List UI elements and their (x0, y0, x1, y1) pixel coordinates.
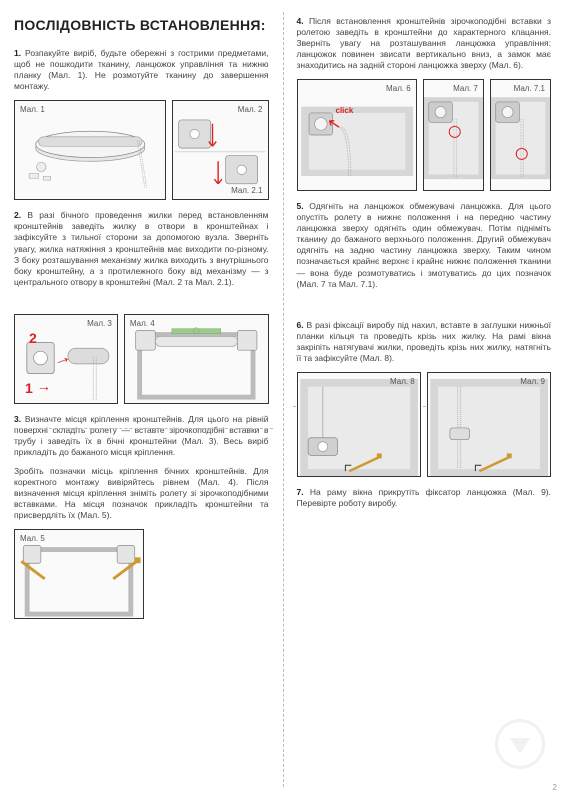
para-1: 1. Розпакуйте виріб, будьте обережні з г… (14, 48, 269, 92)
figure-4: Мал. 4 (124, 314, 269, 404)
para-5-text: Одягніть на ланцюжок обмежувачі ланцюжка… (297, 201, 552, 288)
para-6: 6. В разі фіксації виробу під нахил, вст… (297, 320, 552, 364)
para-7: 7. На раму вікна прикрутіть фіксатор лан… (297, 487, 552, 509)
horizontal-divider-left (14, 428, 273, 429)
para-3a: 3. Визначте місця кріплення кронштейнів.… (14, 414, 269, 458)
para-6-text: В разі фіксації виробу під нахил, вставт… (297, 320, 552, 363)
figure-7-label: Мал. 7 (453, 84, 478, 94)
figure-5: Мал. 5 (14, 529, 144, 619)
watermark-icon (495, 719, 545, 769)
para-2: 2. В разі бічного проведення жилки перед… (14, 210, 269, 287)
figure-4-label: Мал. 4 (130, 319, 155, 329)
figure-8: Мал. 8 (297, 372, 421, 477)
page-title: ПОСЛІДОВНІСТЬ ВСТАНОВЛЕННЯ: (14, 16, 269, 34)
para-3a-text: Визначте місця кріплення кронштейнів. Дл… (14, 414, 269, 457)
figure-9: Мал. 9 (427, 372, 551, 477)
para-1-text: Розпакуйте виріб, будьте обережні з гост… (14, 48, 269, 91)
figure-7: Мал. 7 (423, 79, 484, 191)
figure-21-label: Мал. 2.1 (231, 186, 262, 196)
arrow-icon: → (37, 377, 51, 395)
para-4: 4. Після встановлення кронштейнів зірочк… (297, 16, 552, 71)
para-2-text: В разі бічного проведення жилки перед вс… (14, 210, 269, 286)
figure-8-label: Мал. 8 (390, 377, 415, 387)
figure-6: Мал. 6 click (297, 79, 417, 191)
figure-6-label: Мал. 6 (386, 84, 411, 94)
para-3b: Зробіть позначки місць кріплення бічних … (14, 466, 269, 521)
fig-row-1: Мал. 1 Мал. 2 Мал. 2.1 (14, 100, 269, 200)
figure-71: Мал. 7.1 (490, 79, 551, 191)
figure-3: Мал. 3 2 → 1 → (14, 314, 118, 404)
figure-71-label: Мал. 7.1 (514, 84, 545, 94)
fig-row-5: Мал. 8 Мал. 9 (297, 372, 552, 477)
page-number: 2 (553, 783, 557, 793)
left-column: ПОСЛІДОВНІСТЬ ВСТАНОВЛЕННЯ: 1. Розпакуйт… (0, 0, 283, 799)
figure-1-label: Мал. 1 (20, 105, 45, 115)
figure-3-label: Мал. 3 (87, 319, 112, 329)
right-column: 4. Після встановлення кронштейнів зірочк… (283, 0, 565, 799)
figure-9-label: Мал. 9 (520, 377, 545, 387)
figure-2: Мал. 2 Мал. 2.1 (172, 100, 268, 200)
click-label: click (336, 106, 354, 116)
fig-row-2: Мал. 3 2 → 1 → Мал. 4 (14, 314, 269, 404)
figure-1: Мал. 1 (14, 100, 166, 200)
fig-row-3: Мал. 5 (14, 529, 269, 619)
red-arrow-2: 2 (29, 329, 37, 347)
red-arrow-1: 1 (25, 379, 33, 397)
figure-2-label: Мал. 2 (238, 105, 263, 115)
figure-5-label: Мал. 5 (20, 534, 45, 544)
para-4-text: Після встановлення кронштейнів зірочкопо… (297, 16, 552, 70)
para-5: 5. Одягніть на ланцюжок обмежувачі ланцю… (297, 201, 552, 289)
fig-row-4: Мал. 6 click Мал. 7 (297, 79, 552, 191)
para-7-text: На раму вікна прикрутіть фіксатор ланцюж… (297, 487, 552, 508)
